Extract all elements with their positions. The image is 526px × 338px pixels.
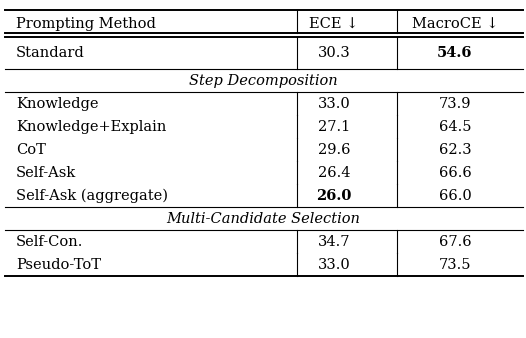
Text: Self-Ask: Self-Ask [16,166,76,180]
Text: 34.7: 34.7 [318,235,350,249]
Text: 33.0: 33.0 [318,258,350,272]
Text: 66.6: 66.6 [439,166,471,180]
Text: 26.0: 26.0 [316,189,352,203]
Text: 73.9: 73.9 [439,97,471,111]
Text: Pseudo-ToT: Pseudo-ToT [16,258,101,272]
Text: Knowledge+Explain: Knowledge+Explain [16,120,166,134]
Text: Self-Ask (aggregate): Self-Ask (aggregate) [16,189,168,203]
Text: Standard: Standard [16,46,85,60]
Text: 62.3: 62.3 [439,143,471,157]
Text: MacroCE ↓: MacroCE ↓ [412,17,498,31]
Text: 66.0: 66.0 [439,189,471,203]
Text: Multi-Candidate Selection: Multi-Candidate Selection [166,212,360,226]
Text: 27.1: 27.1 [318,120,350,134]
Text: 33.0: 33.0 [318,97,350,111]
Text: Knowledge: Knowledge [16,97,98,111]
Text: Step Decomposition: Step Decomposition [189,74,337,88]
Text: CoT: CoT [16,143,46,157]
Text: Prompting Method: Prompting Method [16,17,156,31]
Text: ECE ↓: ECE ↓ [309,17,359,31]
Text: 64.5: 64.5 [439,120,471,134]
Text: 73.5: 73.5 [439,258,471,272]
Text: 67.6: 67.6 [439,235,471,249]
Text: 54.6: 54.6 [437,46,473,60]
Text: 29.6: 29.6 [318,143,350,157]
Text: 26.4: 26.4 [318,166,350,180]
Text: 30.3: 30.3 [318,46,350,60]
Text: Self-Con.: Self-Con. [16,235,83,249]
